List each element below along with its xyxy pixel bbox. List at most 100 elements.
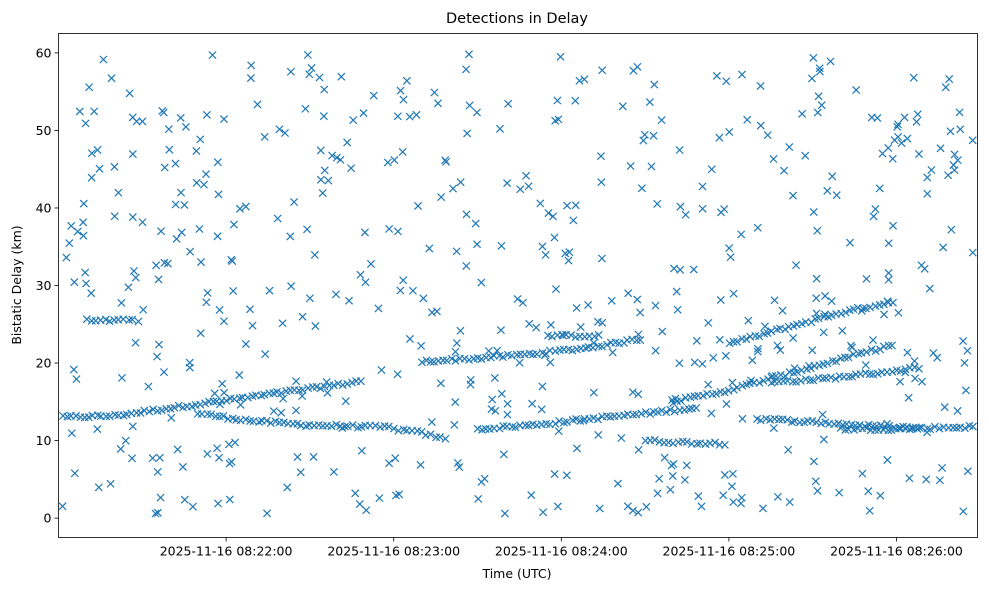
data-point [219, 115, 228, 124]
data-point [715, 133, 724, 142]
data-point [903, 348, 912, 357]
data-point [603, 340, 612, 349]
data-point [947, 225, 956, 234]
data-point [412, 110, 421, 119]
data-point [884, 239, 893, 248]
data-point [562, 471, 571, 480]
data-point [427, 418, 436, 427]
data-point [884, 426, 893, 435]
data-point [944, 171, 953, 180]
data-point [634, 445, 643, 454]
data-point [912, 117, 921, 126]
data-point [456, 178, 465, 187]
data-point [711, 438, 720, 447]
data-point [642, 502, 651, 511]
data-point [213, 444, 222, 453]
data-point [417, 341, 426, 350]
data-point [414, 201, 423, 210]
data-point [437, 193, 446, 202]
data-point [128, 150, 137, 159]
data-point [858, 469, 867, 478]
data-point [646, 409, 655, 419]
data-point [581, 344, 590, 353]
data-point [923, 424, 932, 433]
x-tick-label: 2025-11-16 08:22:00 [160, 544, 293, 559]
data-point [884, 268, 893, 278]
data-point [773, 492, 782, 501]
data-point [844, 372, 853, 381]
data-point [85, 83, 94, 92]
data-point [82, 315, 91, 324]
data-point [819, 435, 828, 444]
data-point [152, 261, 161, 270]
data-point [129, 266, 138, 275]
data-point [785, 498, 794, 507]
data-point [430, 88, 439, 97]
data-point [889, 221, 898, 230]
data-point [719, 491, 728, 500]
data-point [456, 326, 465, 335]
data-point [125, 89, 134, 98]
data-point [941, 83, 950, 92]
data-point [854, 349, 863, 358]
data-point [564, 256, 573, 265]
data-point [875, 184, 884, 193]
data-point [862, 274, 871, 283]
data-point [546, 358, 555, 367]
data-point [655, 474, 664, 483]
data-point [704, 380, 713, 389]
data-point [788, 191, 798, 200]
data-point [257, 391, 266, 400]
data-point [160, 163, 169, 172]
data-point [277, 408, 286, 417]
data-point [235, 204, 244, 213]
data-point [823, 359, 832, 368]
data-point [138, 218, 147, 227]
data-point [769, 155, 778, 164]
data-point [812, 418, 821, 427]
data-point [186, 247, 195, 256]
data-point [260, 390, 269, 399]
data-point [629, 66, 638, 75]
chart-title: Detections in Delay [446, 11, 588, 27]
y-tick-label: 20 [36, 356, 52, 371]
data-point [737, 493, 746, 502]
data-point [280, 128, 290, 138]
data-point [196, 135, 205, 144]
x-tick-label: 2025-11-16 08:24:00 [495, 544, 628, 559]
y-axis-ticks: 0 10 20 30 40 50 60 [36, 45, 59, 526]
data-point [790, 364, 799, 373]
data-point [155, 453, 164, 462]
data-point [427, 308, 437, 317]
data-point [901, 368, 910, 377]
data-point [351, 489, 360, 498]
data-point [729, 498, 738, 507]
data-point [773, 341, 782, 350]
data-point [371, 421, 380, 430]
data-point [327, 422, 336, 431]
data-point [572, 415, 581, 424]
data-point [439, 356, 448, 365]
data-point [341, 397, 350, 406]
data-point [128, 213, 137, 222]
data-point [106, 479, 115, 488]
data-point [841, 308, 850, 317]
data-point [715, 335, 724, 344]
data-point [340, 422, 349, 431]
data-point [753, 347, 762, 356]
data-point [563, 201, 572, 210]
data-point [464, 50, 473, 59]
data-point [474, 494, 483, 503]
data-point [148, 454, 157, 463]
data-point [778, 306, 787, 315]
data-point [94, 483, 103, 492]
data-point [641, 408, 650, 417]
data-point [841, 425, 850, 434]
data-point [968, 248, 977, 257]
data-point [623, 502, 632, 511]
data-point [689, 265, 698, 274]
data-point [188, 502, 197, 511]
data-point [783, 415, 792, 424]
data-point [541, 250, 550, 259]
data-point [426, 357, 435, 366]
